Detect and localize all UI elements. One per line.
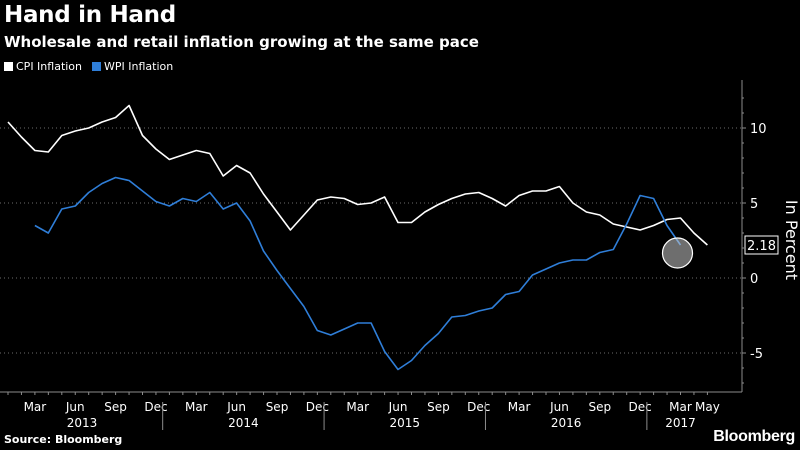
wpi-swatch-icon: [92, 62, 102, 71]
source-note: Source: Bloomberg: [4, 433, 123, 446]
y-tick-label: 5: [750, 197, 758, 212]
last-value-label: 2.18: [747, 239, 776, 254]
year-label: 2013: [67, 416, 98, 430]
year-label: 2014: [228, 416, 259, 430]
x-tick-label: Jun: [226, 400, 246, 414]
chart-subtitle: Wholesale and retail inflation growing a…: [4, 33, 479, 51]
year-label: 2017: [665, 416, 696, 430]
x-tick-label: Dec: [467, 400, 490, 414]
last-value-box: [744, 235, 779, 255]
y-axis-title: In Percent: [782, 200, 800, 280]
x-tick-label: Sep: [588, 400, 611, 414]
y-tick-label: 0: [750, 272, 758, 287]
year-label: 2015: [390, 416, 421, 430]
highlight-marker: [661, 237, 694, 269]
x-tick-label: Jun: [65, 400, 85, 414]
x-tick-label: Mar: [24, 400, 47, 414]
legend-item-cpi: CPI Inflation: [4, 60, 82, 73]
wpi-series-line: [34, 176, 682, 371]
x-tick-label: Mar: [669, 400, 692, 414]
x-tick-label: Jun: [549, 400, 569, 414]
x-tick-label: Dec: [144, 400, 167, 414]
legend-label-wpi: WPI Inflation: [104, 60, 174, 73]
y-tick-label: 10: [750, 122, 767, 137]
chart-title: Hand in Hand: [4, 2, 176, 28]
legend-label-cpi: CPI Inflation: [16, 60, 83, 73]
x-tick-label: Dec: [629, 400, 652, 414]
y-tick-label: -5: [750, 347, 763, 362]
x-tick-label: Mar: [185, 400, 208, 414]
x-tick-label: Jun: [388, 400, 408, 414]
x-tick-label: Dec: [306, 400, 329, 414]
x-tick-label: Mar: [508, 400, 531, 414]
legend: CPI Inflation WPI Inflation: [4, 60, 183, 73]
x-tick-label: May: [695, 400, 720, 414]
x-tick-label: Sep: [266, 400, 289, 414]
cpi-swatch-icon: [4, 62, 13, 71]
cpi-series-line: [7, 104, 708, 246]
year-label: 2016: [551, 416, 582, 430]
x-tick-label: Sep: [427, 400, 450, 414]
legend-item-wpi: WPI Inflation: [92, 60, 173, 73]
x-tick-label: Sep: [104, 400, 127, 414]
bloomberg-logo: Bloomberg: [713, 428, 795, 445]
x-tick-label: Mar: [346, 400, 369, 414]
